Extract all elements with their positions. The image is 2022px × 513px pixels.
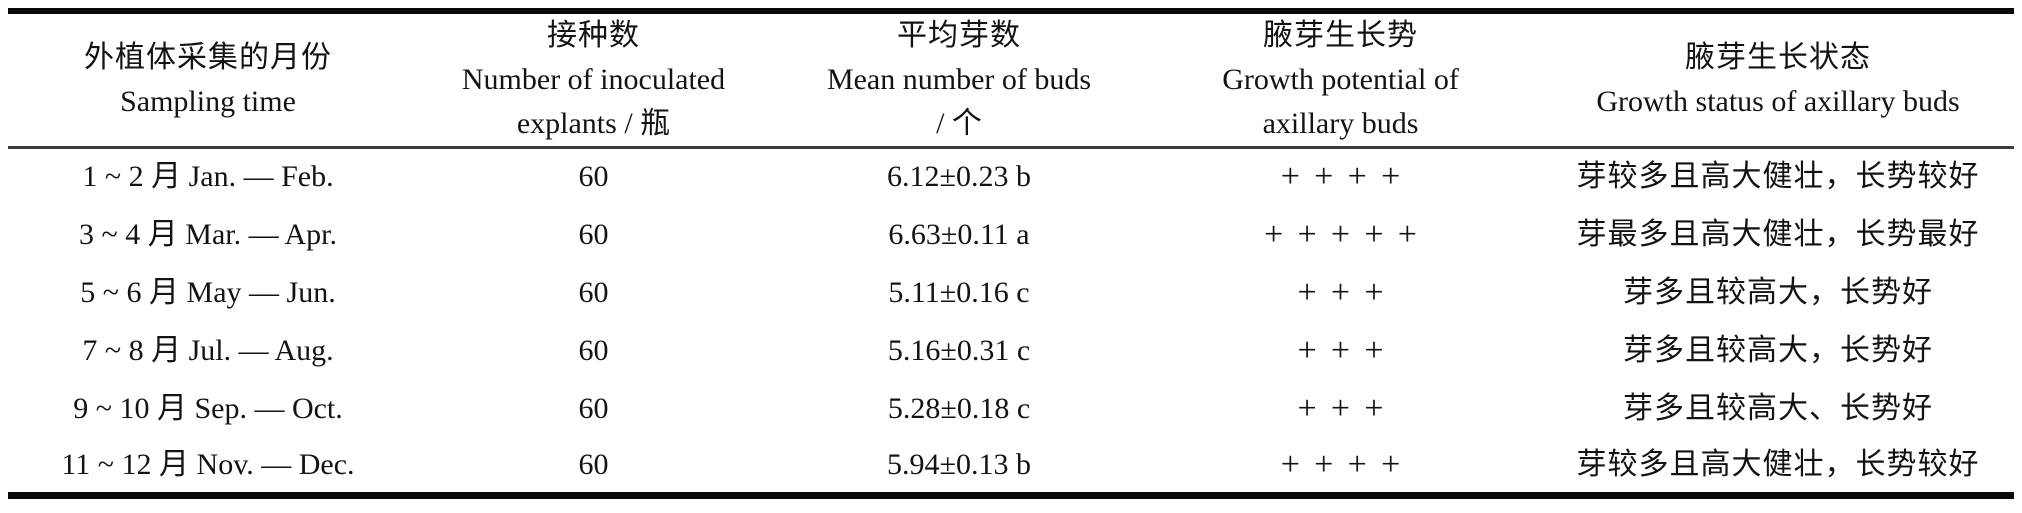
cell-mean-buds: 6.63±0.11 a: [888, 217, 1030, 251]
cell-growth-potential: +++++: [1263, 215, 1432, 253]
table-row: 5 ~ 6 月 May — Jun. 60 5.11±0.16 c +++ 芽多…: [8, 264, 2014, 322]
table-row: 7 ~ 8 月 Jul. — Aug. 60 5.16±0.31 c +++ 芽…: [8, 322, 2014, 380]
table-header-row: 外植体采集的月份 Sampling time 接种数 Number of ino…: [8, 11, 2014, 149]
col-header-mean-buds-en1: Mean number of buds: [826, 63, 1092, 96]
paper-table-container: 外植体采集的月份 Sampling time 接种数 Number of ino…: [8, 8, 2014, 499]
col-header-explant-count-en2: explants / 瓶: [516, 107, 671, 140]
cell-mean-buds: 5.28±0.18 c: [887, 391, 1031, 425]
col-header-mean-buds-en2: / 个: [936, 107, 982, 140]
cell-growth-status: 芽最多且高大健壮，长势最好: [1576, 217, 1980, 251]
col-header-explant-count: 接种数 Number of inoculated explants / 瓶: [408, 11, 779, 149]
cell-explant-count: 60: [578, 160, 609, 194]
col-header-sampling-time-zh: 外植体采集的月份: [84, 41, 332, 74]
col-header-growth-potential-en1: Growth potential of: [1222, 63, 1459, 96]
cell-explant-count: 60: [578, 275, 609, 309]
cell-growth-potential: +++: [1297, 389, 1398, 427]
col-header-explant-count-en1: Number of inoculated: [461, 63, 726, 96]
cell-sampling-time: 9 ~ 10 月 Sep. — Oct.: [73, 391, 343, 425]
cell-sampling-time: 1 ~ 2 月 Jan. — Feb.: [82, 160, 334, 194]
cell-explant-count: 60: [578, 447, 609, 481]
col-header-explant-count-zh: 接种数: [547, 19, 640, 52]
col-header-growth-potential-zh: 腋芽生长势: [1263, 19, 1418, 52]
cell-growth-status: 芽多且较高大、长势好: [1623, 391, 1933, 425]
cell-sampling-time: 11 ~ 12 月 Nov. — Dec.: [61, 447, 355, 481]
cell-growth-status: 芽较多且高大健壮，长势较好: [1576, 447, 1980, 481]
cell-growth-potential: ++++: [1280, 158, 1415, 196]
cell-mean-buds: 5.94±0.13 b: [887, 447, 1031, 481]
cell-mean-buds: 5.16±0.31 c: [887, 333, 1031, 367]
table-row: 9 ~ 10 月 Sep. — Oct. 60 5.28±0.18 c +++ …: [8, 380, 2014, 438]
col-header-mean-buds: 平均芽数 Mean number of buds / 个: [779, 11, 1139, 149]
col-header-growth-potential-en2: axillary buds: [1262, 107, 1419, 140]
col-header-sampling-time: 外植体采集的月份 Sampling time: [8, 11, 408, 149]
cell-sampling-time: 3 ~ 4 月 Mar. — Apr.: [79, 217, 337, 251]
table-row: 11 ~ 12 月 Nov. — Dec. 60 5.94±0.13 b +++…: [8, 438, 2014, 496]
table-row: 1 ~ 2 月 Jan. — Feb. 60 6.12±0.23 b ++++ …: [8, 148, 2014, 206]
col-header-growth-status-en: Growth status of axillary buds: [1596, 85, 1960, 118]
cell-growth-status: 芽多且较高大，长势好: [1623, 275, 1933, 309]
table-body: 1 ~ 2 月 Jan. — Feb. 60 6.12±0.23 b ++++ …: [8, 148, 2014, 496]
cell-sampling-time: 7 ~ 8 月 Jul. — Aug.: [82, 333, 334, 367]
cell-growth-potential: +++: [1297, 273, 1398, 311]
cell-mean-buds: 5.11±0.16 c: [888, 275, 1030, 309]
col-header-mean-buds-zh: 平均芽数: [897, 19, 1021, 52]
col-header-growth-status: 腋芽生长状态 Growth status of axillary buds: [1542, 11, 2014, 149]
cell-growth-potential: ++++: [1280, 445, 1415, 483]
cell-explant-count: 60: [578, 333, 609, 367]
cell-growth-status: 芽多且较高大，长势好: [1623, 333, 1933, 367]
results-table: 外植体采集的月份 Sampling time 接种数 Number of ino…: [8, 8, 2014, 499]
table-row: 3 ~ 4 月 Mar. — Apr. 60 6.63±0.11 a +++++…: [8, 206, 2014, 264]
col-header-growth-status-zh: 腋芽生长状态: [1685, 41, 1871, 74]
cell-sampling-time: 5 ~ 6 月 May — Jun.: [80, 275, 336, 309]
col-header-sampling-time-en: Sampling time: [120, 85, 296, 118]
cell-mean-buds: 6.12±0.23 b: [887, 160, 1031, 194]
cell-growth-potential: +++: [1297, 331, 1398, 369]
cell-growth-status: 芽较多且高大健壮，长势较好: [1576, 160, 1980, 194]
cell-explant-count: 60: [578, 217, 609, 251]
table-header: 外植体采集的月份 Sampling time 接种数 Number of ino…: [8, 11, 2014, 149]
cell-explant-count: 60: [578, 391, 609, 425]
col-header-growth-potential: 腋芽生长势 Growth potential of axillary buds: [1139, 11, 1542, 149]
